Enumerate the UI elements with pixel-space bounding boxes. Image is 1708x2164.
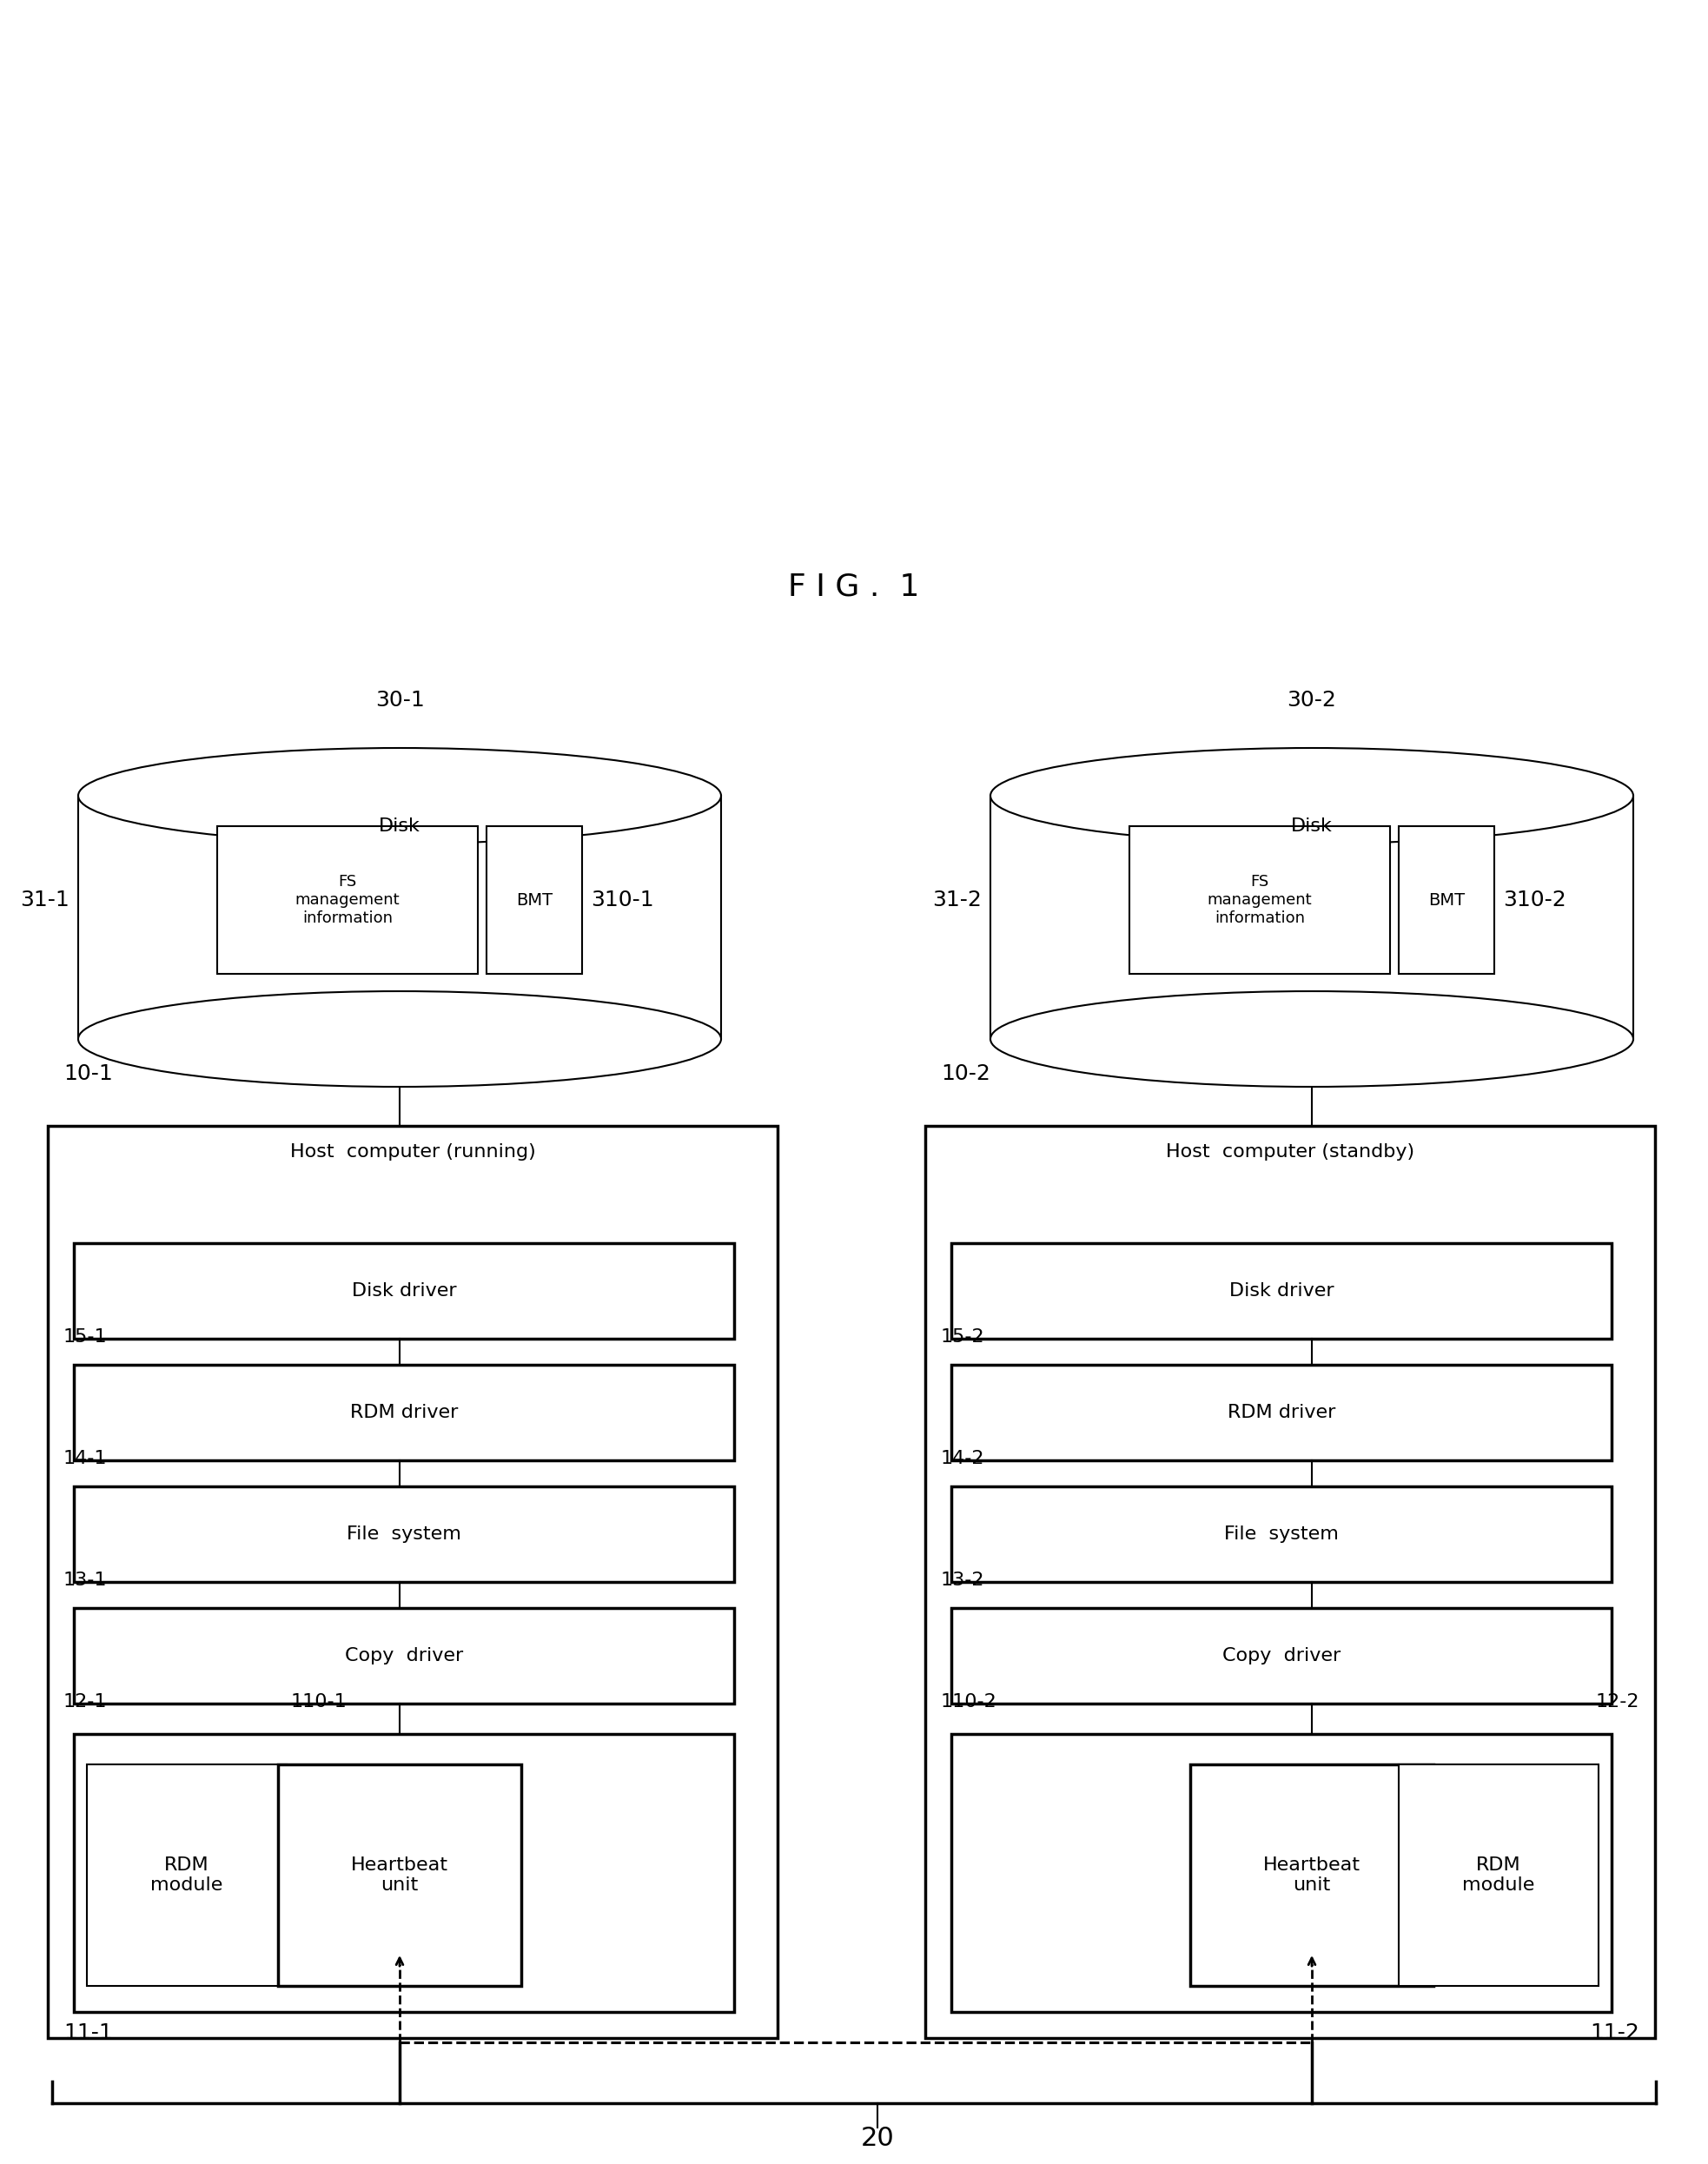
Text: RDM
module: RDM module [1462,1857,1535,1894]
Text: F I G .  1: F I G . 1 [789,573,919,602]
Text: RDM driver: RDM driver [350,1404,458,1422]
Bar [1399,1764,1599,1987]
Text: Host  computer (running): Host computer (running) [290,1143,536,1160]
Bar [926,1125,1655,2038]
Text: RDM
module: RDM module [150,1857,224,1894]
Ellipse shape [79,991,721,1086]
Bar [951,1733,1612,2013]
Bar [951,1365,1612,1461]
Bar [73,1242,734,1340]
Text: Copy  driver: Copy driver [345,1647,463,1664]
Text: 11-1: 11-1 [63,2023,113,2043]
Text: 30-2: 30-2 [1288,690,1337,710]
Bar [951,1487,1612,1582]
Bar [73,1365,734,1461]
Text: Disk driver: Disk driver [352,1283,456,1301]
Text: Disk: Disk [1291,818,1332,835]
Bar [48,1125,777,2038]
Text: 31-2: 31-2 [933,889,982,911]
Bar [87,1764,287,1987]
Text: 13-2: 13-2 [941,1571,986,1588]
Text: Heartbeat
unit: Heartbeat unit [350,1857,447,1894]
Ellipse shape [991,991,1633,1086]
Text: FS
management
information: FS management information [1208,874,1312,926]
Text: File  system: File system [347,1526,461,1543]
Ellipse shape [79,749,721,844]
Text: 110-2: 110-2 [941,1692,997,1710]
Text: BMT: BMT [516,892,553,909]
Bar [1399,827,1494,974]
Text: 14-2: 14-2 [941,1450,986,1467]
Text: 31-1: 31-1 [20,889,70,911]
Text: BMT: BMT [1428,892,1465,909]
Text: RDM driver: RDM driver [1228,1404,1336,1422]
Text: 310-2: 310-2 [1503,889,1566,911]
Text: 12-2: 12-2 [1595,1692,1640,1710]
Bar [217,827,478,974]
Bar [951,1608,1612,1703]
Ellipse shape [991,749,1633,844]
Bar [951,1242,1612,1340]
Text: 10-1: 10-1 [63,1063,113,1084]
Bar [73,1487,734,1582]
Text: 10-2: 10-2 [941,1063,991,1084]
Text: 20: 20 [861,2125,895,2151]
Bar [79,796,721,1039]
Text: 15-1: 15-1 [63,1329,108,1346]
Bar [1190,1764,1433,1987]
Text: 310-1: 310-1 [591,889,654,911]
Text: 30-1: 30-1 [376,690,424,710]
Text: 12-1: 12-1 [63,1692,108,1710]
Text: 11-2: 11-2 [1590,2023,1640,2043]
Text: FS
management
information: FS management information [295,874,400,926]
Text: 13-1: 13-1 [63,1571,108,1588]
Text: Copy  driver: Copy driver [1223,1647,1341,1664]
Text: Disk: Disk [379,818,420,835]
Bar [73,1608,734,1703]
Text: Heartbeat
unit: Heartbeat unit [1264,1857,1361,1894]
Text: Host  computer (standby): Host computer (standby) [1167,1143,1414,1160]
Bar [1129,827,1390,974]
Bar [991,796,1633,1039]
Text: File  system: File system [1225,1526,1339,1543]
Bar [73,1733,734,2013]
Bar [487,827,582,974]
Text: 110-1: 110-1 [290,1692,347,1710]
Bar [278,1764,521,1987]
Text: 15-2: 15-2 [941,1329,986,1346]
Text: Disk driver: Disk driver [1230,1283,1334,1301]
Text: 14-1: 14-1 [63,1450,108,1467]
